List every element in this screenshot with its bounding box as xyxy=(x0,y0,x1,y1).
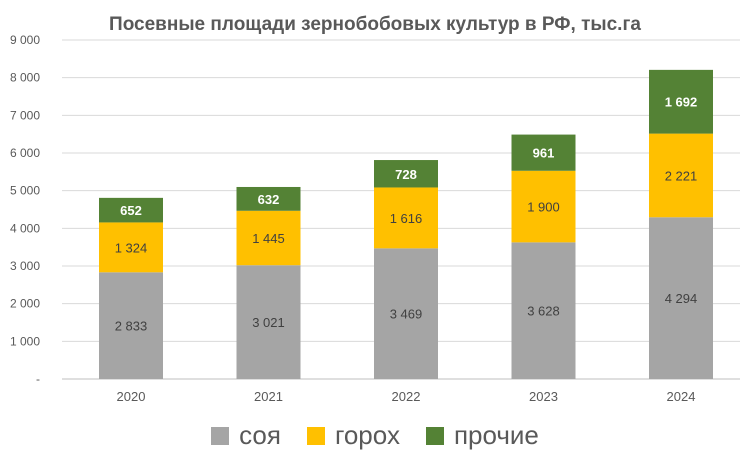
chart-legend: соя горох прочие xyxy=(0,420,750,451)
data-label: 3 628 xyxy=(527,304,560,319)
data-label: 961 xyxy=(533,146,555,161)
data-label: 2 833 xyxy=(115,319,148,334)
data-label: 4 294 xyxy=(665,291,698,306)
y-tick-label: 7 000 xyxy=(10,108,40,122)
y-tick-label: 2 000 xyxy=(10,297,40,311)
y-tick-label: - xyxy=(36,372,40,386)
x-tick-label: 2022 xyxy=(392,389,421,404)
data-label: 1 445 xyxy=(252,231,285,246)
legend-item-soy: соя xyxy=(211,420,281,451)
x-tick-label: 2024 xyxy=(667,389,696,404)
bar-segment xyxy=(99,222,163,273)
data-label: 652 xyxy=(120,203,142,218)
legend-swatch-other xyxy=(425,426,444,445)
legend-item-peas: горох xyxy=(306,420,400,451)
legend-swatch-soy xyxy=(211,426,230,445)
bar-segment xyxy=(236,186,301,211)
legend-label-soy: соя xyxy=(239,420,281,450)
bar-segment xyxy=(236,265,301,379)
bar-segment xyxy=(99,272,163,379)
data-label: 1 616 xyxy=(390,211,423,226)
bar-segment xyxy=(649,217,713,379)
data-label: 1 900 xyxy=(527,200,560,215)
data-label: 728 xyxy=(395,167,417,182)
y-tick-label: 3 000 xyxy=(10,259,40,273)
y-tick-label: 9 000 xyxy=(10,33,40,47)
legend-swatch-peas xyxy=(306,426,325,445)
y-tick-label: 4 000 xyxy=(10,221,40,235)
bar-segment xyxy=(511,170,576,243)
x-tick-label: 2020 xyxy=(117,389,146,404)
legend-item-other: прочие xyxy=(425,420,539,451)
bar-segment xyxy=(236,210,301,266)
bar-segment xyxy=(649,133,713,218)
data-label: 3 021 xyxy=(252,315,285,330)
data-label: 3 469 xyxy=(390,307,423,322)
data-label: 2 221 xyxy=(665,168,698,183)
bar-segment xyxy=(374,187,438,249)
legend-label-other: прочие xyxy=(453,420,539,450)
x-tick-label: 2021 xyxy=(254,389,283,404)
y-tick-label: 6 000 xyxy=(10,146,40,160)
bar-segment xyxy=(511,242,576,379)
y-tick-label: 1 000 xyxy=(10,334,40,348)
bar-segment xyxy=(649,69,713,134)
bar-segment xyxy=(99,197,163,223)
bar-segment xyxy=(511,134,576,171)
bar-segment xyxy=(374,160,438,188)
y-tick-label: 8 000 xyxy=(10,71,40,85)
y-tick-label: 5 000 xyxy=(10,184,40,198)
data-label: 1 324 xyxy=(115,240,148,255)
data-label: 632 xyxy=(258,192,280,207)
legend-label-peas: горох xyxy=(334,420,400,450)
chart-title: Посевные площади зернобобовых культур в … xyxy=(109,14,641,35)
data-label: 1 692 xyxy=(665,95,698,110)
x-tick-label: 2023 xyxy=(529,389,558,404)
bar-segment xyxy=(374,248,438,379)
